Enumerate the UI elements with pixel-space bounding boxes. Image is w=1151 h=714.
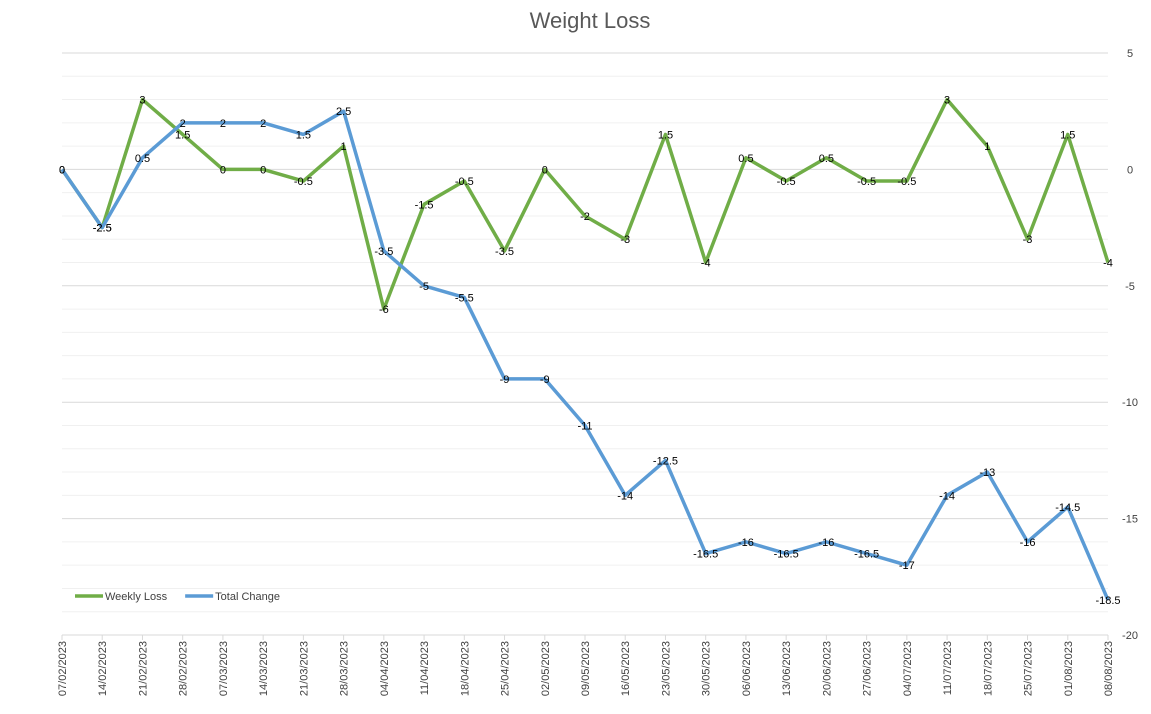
data-label: -3.5 xyxy=(495,246,514,258)
x-tick-label: 14/02/2023 xyxy=(97,641,109,696)
x-tick-label: 30/05/2023 xyxy=(701,641,713,696)
data-label: -16.5 xyxy=(774,549,799,561)
data-label: -2.5 xyxy=(93,223,112,235)
x-tick-label: 21/02/2023 xyxy=(137,641,149,696)
y-tick-label: -20 xyxy=(1122,630,1138,642)
data-label: 1.5 xyxy=(658,129,673,141)
data-label: -11 xyxy=(577,420,592,432)
data-label: 0 xyxy=(220,164,226,176)
x-tick-label: 07/02/2023 xyxy=(57,641,69,696)
data-label: 1.5 xyxy=(296,129,311,141)
data-label: -14.5 xyxy=(1055,502,1080,514)
y-tick-label: -10 xyxy=(1122,397,1138,409)
data-label: -0.5 xyxy=(777,176,796,188)
data-label: -16 xyxy=(1020,537,1036,549)
data-label: -6 xyxy=(379,304,389,316)
data-label: -9 xyxy=(500,374,510,386)
data-label: -2.5 xyxy=(93,223,112,235)
x-tick-label: 08/08/2023 xyxy=(1103,641,1115,696)
data-label: -17 xyxy=(899,560,915,572)
data-label: -16.5 xyxy=(693,549,718,561)
x-tick-label: 04/07/2023 xyxy=(902,641,914,696)
data-label: -4 xyxy=(701,258,711,270)
y-tick-label: 0 xyxy=(1127,164,1133,176)
data-label: -16 xyxy=(818,537,834,549)
data-label: -16 xyxy=(738,537,754,549)
data-label: -2 xyxy=(580,211,590,223)
data-label: 2 xyxy=(180,118,186,130)
x-tick-label: 02/05/2023 xyxy=(540,641,552,696)
data-label: 1 xyxy=(341,141,347,153)
data-label: 2.5 xyxy=(336,106,351,118)
x-tick-label: 07/03/2023 xyxy=(218,641,230,696)
data-label: 0 xyxy=(59,164,65,176)
data-label: -0.5 xyxy=(897,176,916,188)
x-tick-label: 23/05/2023 xyxy=(660,641,672,696)
data-label: -16.5 xyxy=(854,549,879,561)
legend-label: Weekly Loss xyxy=(105,591,168,603)
data-label: -5 xyxy=(419,281,429,293)
x-tick-label: 25/04/2023 xyxy=(500,641,512,696)
x-tick-label: 27/06/2023 xyxy=(862,641,874,696)
x-tick-label: 09/05/2023 xyxy=(580,641,592,696)
x-tick-label: 14/03/2023 xyxy=(258,641,270,696)
legend-label: Total Change xyxy=(215,591,280,603)
data-label: 2 xyxy=(220,118,226,130)
series-line xyxy=(60,109,1110,601)
data-label: 0.5 xyxy=(135,153,150,165)
data-label: 1 xyxy=(984,141,990,153)
x-tick-label: 16/05/2023 xyxy=(620,641,632,696)
data-label: 3 xyxy=(139,95,145,107)
x-tick-label: 18/07/2023 xyxy=(982,641,994,696)
data-label: -13 xyxy=(979,467,995,479)
x-tick-label: 11/04/2023 xyxy=(419,641,431,695)
y-tick-label: -15 xyxy=(1122,514,1138,526)
data-label: 0 xyxy=(542,164,548,176)
x-tick-label: 13/06/2023 xyxy=(781,641,793,696)
x-tick-label: 06/06/2023 xyxy=(741,641,753,696)
data-label: 3 xyxy=(944,95,950,107)
data-label: -9 xyxy=(540,374,550,386)
data-label: -14 xyxy=(617,490,633,502)
data-label: -3.5 xyxy=(374,246,393,258)
data-label: 0.5 xyxy=(738,153,753,165)
data-label: 1.5 xyxy=(175,129,190,141)
data-label: -18.5 xyxy=(1095,595,1120,607)
data-label: 1.5 xyxy=(1060,129,1075,141)
data-label: 0 xyxy=(260,164,266,176)
data-label: -1.5 xyxy=(415,199,434,211)
data-label: 2 xyxy=(260,118,266,130)
x-tick-label: 11/07/2023 xyxy=(942,641,954,695)
data-label: -0.5 xyxy=(294,176,313,188)
data-label: -3 xyxy=(1023,234,1033,246)
x-tick-label: 25/07/2023 xyxy=(1023,641,1035,696)
data-label: 0.5 xyxy=(819,153,834,165)
data-label: -5.5 xyxy=(455,292,474,304)
data-label: -0.5 xyxy=(857,176,876,188)
y-tick-label: 5 xyxy=(1127,48,1133,60)
x-tick-label: 28/03/2023 xyxy=(339,641,351,696)
x-tick-label: 20/06/2023 xyxy=(821,641,833,696)
x-tick-label: 04/04/2023 xyxy=(379,641,391,696)
chart-title: Weight Loss xyxy=(530,8,651,33)
x-tick-label: 18/04/2023 xyxy=(459,641,471,696)
x-tick-label: 21/03/2023 xyxy=(298,641,310,696)
data-label: -4 xyxy=(1103,258,1113,270)
data-label: -14 xyxy=(939,490,955,502)
data-label: -12.5 xyxy=(653,455,678,467)
x-tick-label: 01/08/2023 xyxy=(1063,641,1075,696)
data-label: -3 xyxy=(620,234,630,246)
y-tick-label: -5 xyxy=(1125,281,1135,293)
series-line xyxy=(60,97,1110,311)
x-tick-label: 28/02/2023 xyxy=(178,641,190,696)
data-label: 0 xyxy=(59,164,65,176)
data-label: -0.5 xyxy=(455,176,474,188)
